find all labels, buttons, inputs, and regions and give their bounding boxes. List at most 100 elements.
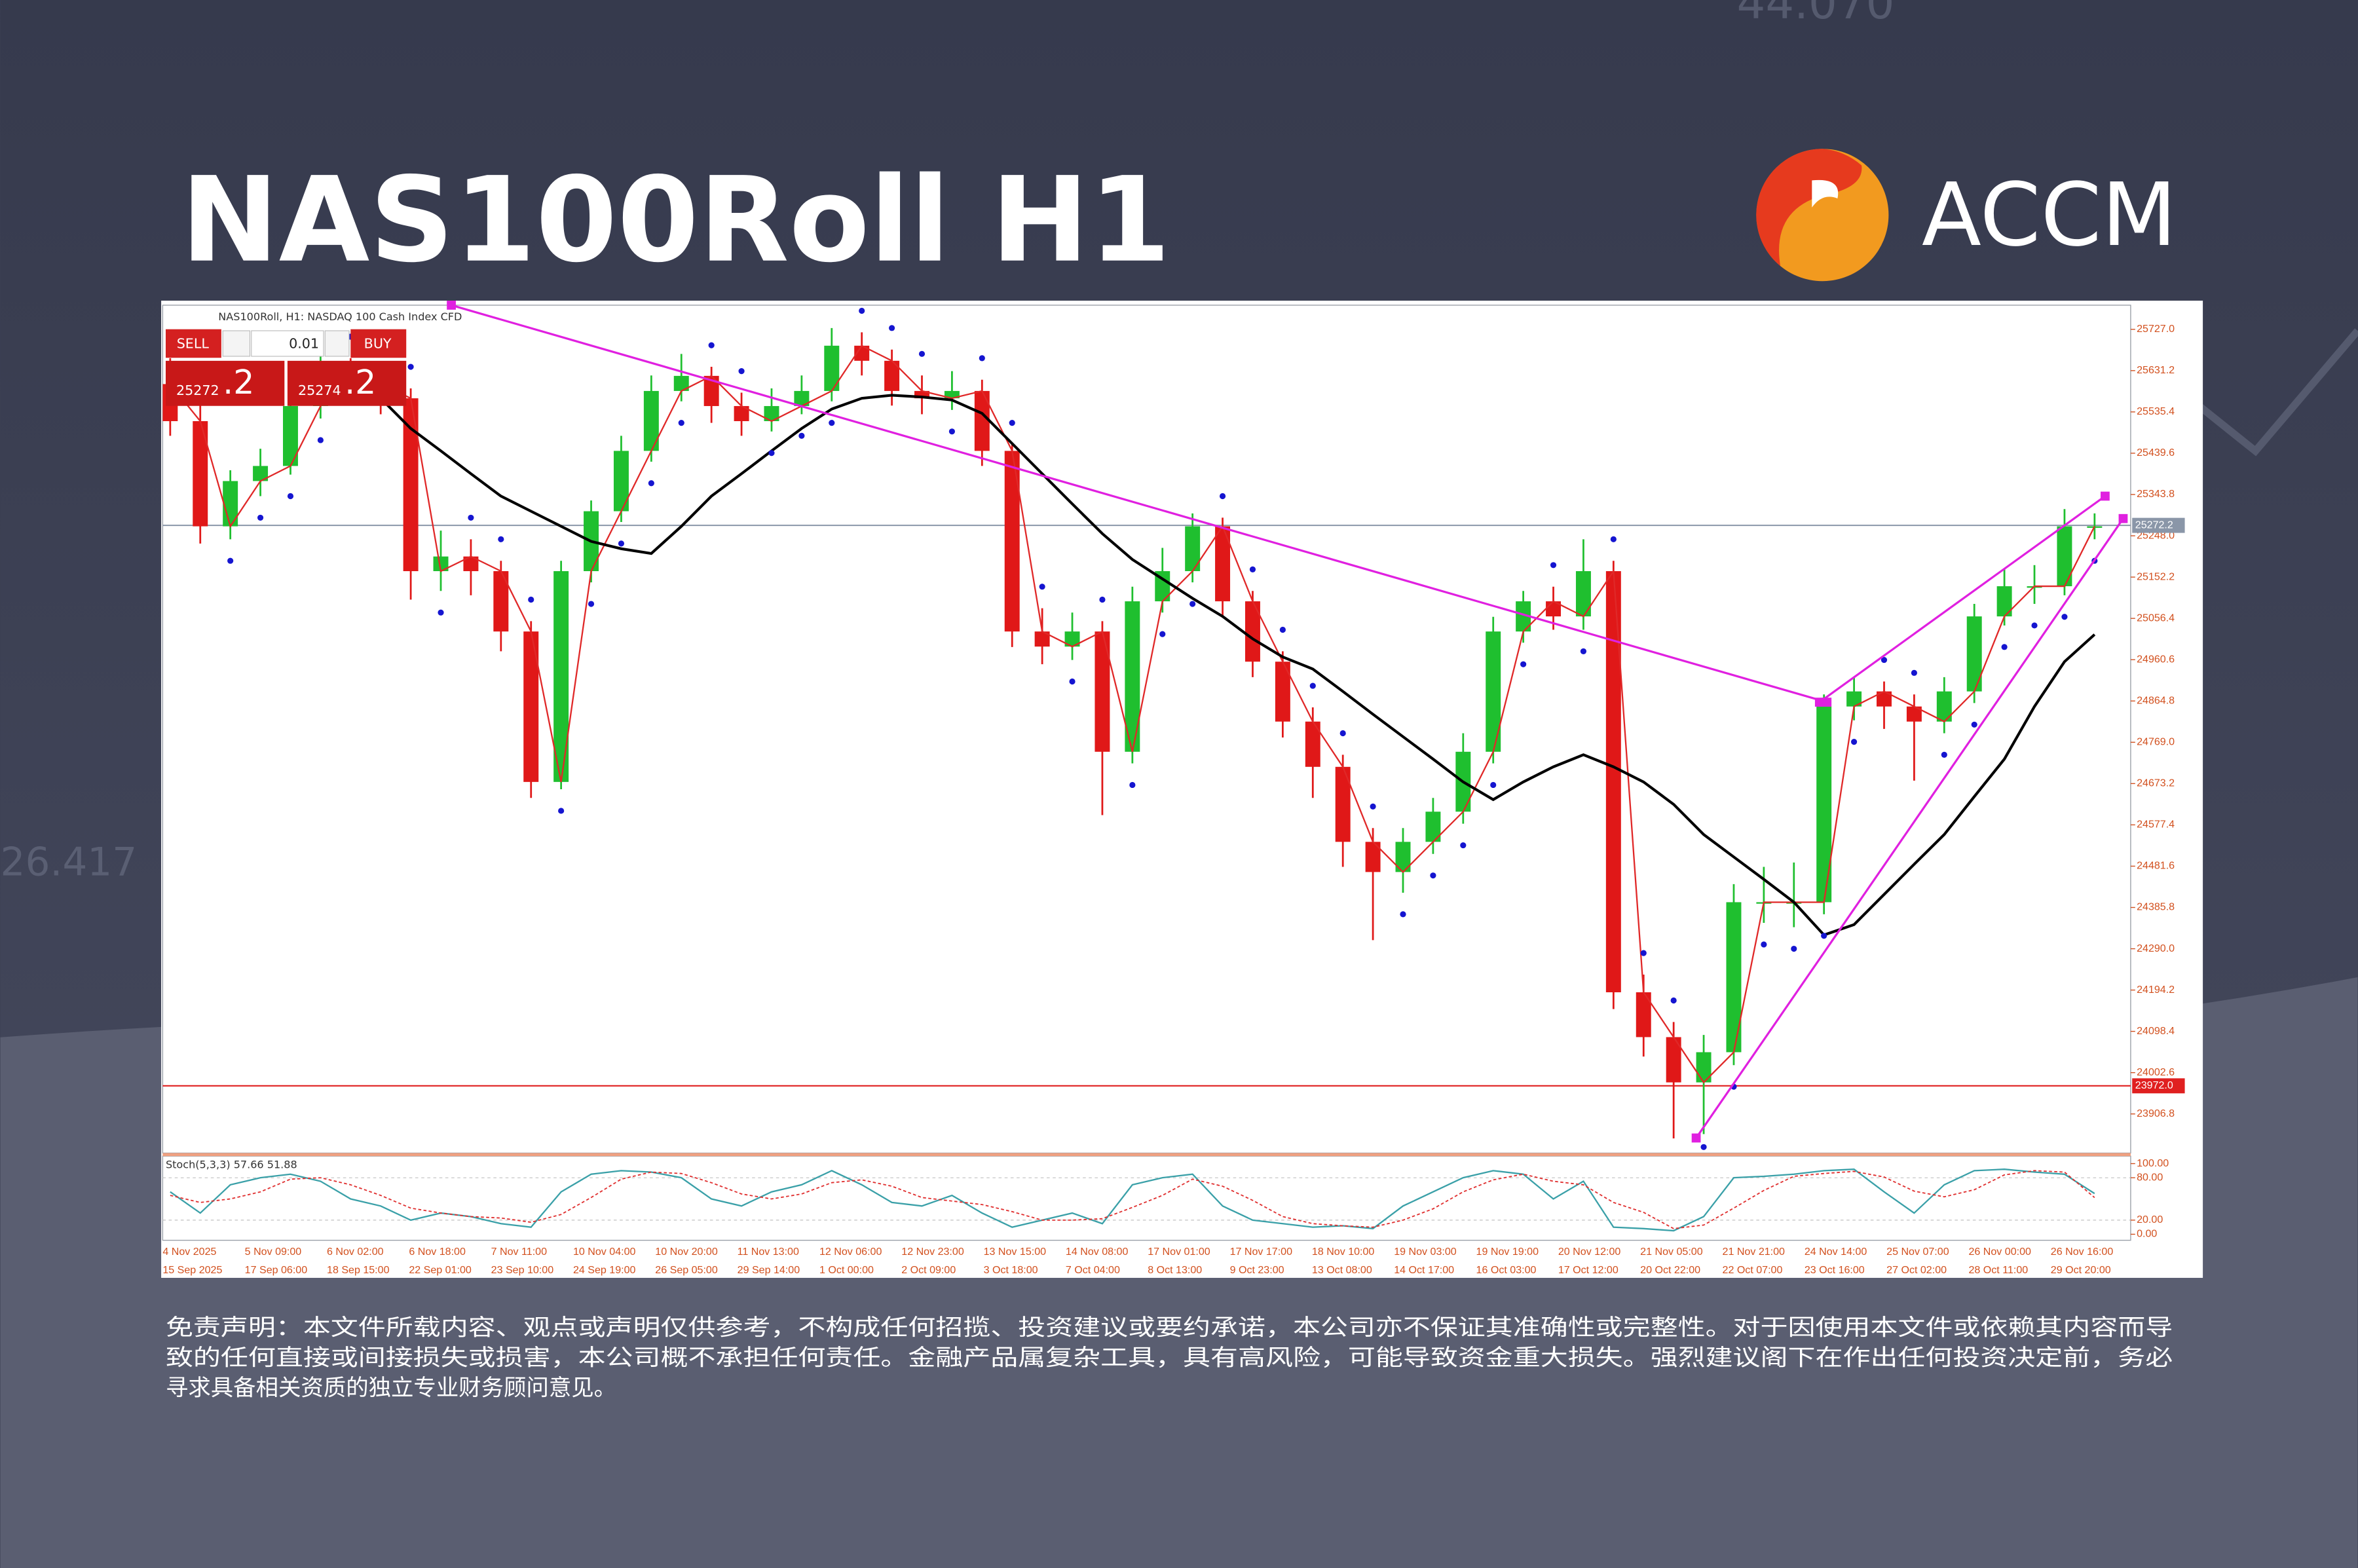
sell-button[interactable] [165, 329, 221, 358]
candle-body [1064, 631, 1080, 647]
sar-dot [1761, 941, 1767, 948]
x-tick-label: 8 Oct 13:00 [1148, 1264, 1202, 1276]
candle-body [1516, 601, 1531, 632]
x-tick-label: 26 Sep 05:00 [655, 1264, 718, 1276]
sell-price-box[interactable] [165, 360, 285, 406]
x-tick-label: 26 Nov 16:00 [2051, 1246, 2114, 1258]
x-tick-label: 15 Sep 2025 [162, 1264, 222, 1276]
candle-body [643, 390, 659, 451]
x-tick-label: 21 Nov 05:00 [1640, 1246, 1703, 1258]
x-tick-label: 6 Nov 18:00 [409, 1246, 466, 1258]
stoch-label: Stoch(5,3,3) 57.66 51.88 [166, 1158, 297, 1170]
x-tick-label: 23 Sep 10:00 [491, 1264, 554, 1276]
sar-dot [1249, 566, 1256, 572]
y-tick-label: 24960.6 [2137, 653, 2175, 665]
x-tick-label: 1 Oct 00:00 [819, 1264, 874, 1276]
sar-dot [2001, 644, 2008, 650]
buy-button[interactable] [350, 329, 407, 358]
trade-panel: SELL 0.01 BUY 25272 .2 25274 .2 [165, 329, 407, 406]
x-tick-label: 21 Nov 21:00 [1723, 1246, 1786, 1258]
candle-body [1936, 691, 1952, 722]
logo-swirl [1756, 149, 1862, 267]
candle-body [283, 405, 298, 466]
candle-body [493, 571, 509, 632]
sar-dot [1400, 911, 1406, 918]
x-tick-label: 4 Nov 2025 [162, 1246, 216, 1258]
volume-input[interactable] [251, 330, 324, 357]
candle-body [1846, 691, 1862, 707]
stoch-k-line [170, 1168, 2095, 1232]
candle-body [1365, 842, 1381, 872]
x-tick-label: 20 Oct 22:00 [1640, 1264, 1700, 1276]
sar-dot [438, 609, 444, 616]
y-tick-label: 24385.8 [2137, 901, 2175, 913]
volume-up[interactable] [324, 330, 350, 357]
sar-dot [1339, 730, 1346, 737]
y-tick-label: 24002.6 [2137, 1066, 2175, 1078]
candle-body [824, 345, 840, 391]
x-tick-label: 20 Nov 12:00 [1558, 1246, 1621, 1258]
sar-dot [257, 514, 264, 521]
y-tick-label: 24481.6 [2137, 860, 2175, 872]
y-tick-label: 25535.4 [2137, 405, 2175, 417]
candle-body [613, 451, 629, 512]
sar-dot [1069, 678, 1076, 685]
x-tick-label: 27 Oct 02:00 [1886, 1264, 1947, 1276]
candle-body [673, 375, 689, 391]
candle-body [1605, 571, 1621, 993]
volume-down[interactable] [222, 330, 251, 357]
chart-panel [161, 301, 2203, 1279]
trendline [1695, 517, 2124, 1139]
y-tick-label: 25631.2 [2137, 364, 2175, 376]
candle-body [1877, 691, 1892, 707]
candle-body [1906, 706, 1922, 722]
sar-dot [1460, 842, 1467, 849]
sar-dot [287, 493, 294, 500]
x-tick-label: 13 Oct 08:00 [1312, 1264, 1372, 1276]
buy-price-box[interactable] [287, 360, 407, 406]
trendline [451, 304, 1827, 703]
sar-dot [1911, 669, 1917, 676]
x-tick-label: 17 Oct 12:00 [1558, 1264, 1619, 1276]
trendline-anchor [447, 301, 456, 310]
x-tick-label: 7 Nov 11:00 [491, 1246, 547, 1258]
candle-body [403, 398, 419, 572]
sar-dot [798, 432, 805, 439]
buy-price: 25274 [298, 383, 341, 398]
x-tick-label: 18 Sep 15:00 [327, 1264, 390, 1276]
disclaimer-line: 免责声明：本文件所载内容、观点或声明仅供参考，不构成任何招揽、投资建议或要约承诺… [166, 1315, 2173, 1341]
candle-body [974, 390, 990, 451]
volume-value: 0.01 [289, 336, 319, 352]
sar-dot [1009, 420, 1015, 426]
candle-body [2057, 526, 2072, 587]
sar-dot [1971, 721, 1977, 728]
trendline-anchor [1822, 698, 1832, 707]
sar-dot [528, 596, 534, 603]
candle-body [1395, 842, 1411, 872]
disclaimer-line: 寻求具备相关资质的独立专业财务顾问意见。 [166, 1375, 616, 1401]
price-label: 23972.0 [2135, 1079, 2173, 1091]
x-tick-label: 14 Nov 08:00 [1066, 1246, 1129, 1258]
y-tick-label: 24194.2 [2137, 984, 2175, 996]
sar-dot [1159, 631, 1166, 637]
x-tick-label: 23 Oct 16:00 [1805, 1264, 1865, 1276]
sar-dot [407, 364, 414, 370]
poster-title: NAS100Roll H1 [181, 153, 1170, 289]
x-tick-label: 3 Oct 18:00 [984, 1264, 1038, 1276]
sar-dot [1279, 626, 1286, 633]
candle-body [1816, 706, 1832, 903]
sar-dot [1821, 933, 1827, 939]
y-tick-label: 24673.2 [2137, 777, 2175, 789]
x-tick-label: 17 Sep 06:00 [245, 1264, 308, 1276]
x-tick-label: 12 Nov 06:00 [819, 1246, 882, 1258]
y-tick-label: 24290.0 [2137, 943, 2175, 954]
sar-dot [317, 437, 324, 443]
sar-dot [498, 536, 504, 542]
y-tick-label: 25343.8 [2137, 488, 2175, 500]
candle-body [1335, 766, 1351, 842]
sar-dot [1700, 1144, 1707, 1150]
sar-dot [1791, 945, 1797, 952]
trendline [1818, 495, 2106, 703]
y-tick-label: 24769.0 [2137, 736, 2175, 748]
candle-body [1726, 902, 1742, 1053]
